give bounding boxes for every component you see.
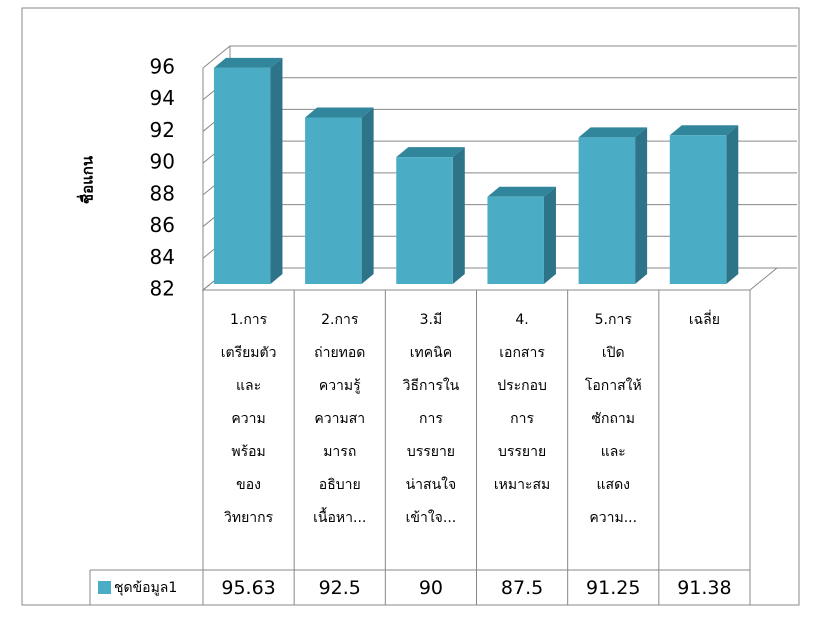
bar-side xyxy=(361,107,374,284)
category-label: วิธีการใน xyxy=(402,377,459,394)
value-label: 87.5 xyxy=(501,577,543,599)
category-label: 1.การ xyxy=(230,312,268,328)
bar-top xyxy=(578,127,648,138)
category-label: เนื้อหา... xyxy=(313,507,366,526)
value-label: 90 xyxy=(419,577,443,599)
chart-frame xyxy=(21,7,800,606)
category-label: เทคนิค xyxy=(410,345,452,361)
bar-side xyxy=(270,57,283,284)
legend-swatch xyxy=(98,581,111,594)
y-tick-label: 96 xyxy=(150,55,175,79)
bar-side xyxy=(635,127,648,284)
bar-top xyxy=(669,125,739,136)
value-label: 95.63 xyxy=(221,577,275,599)
category-label: การ xyxy=(419,411,443,427)
category-label: 4. xyxy=(515,312,528,328)
category-label: อธิบาย xyxy=(319,477,361,493)
bar-side xyxy=(726,125,739,284)
bar-top xyxy=(213,57,283,68)
category-label: ความ xyxy=(231,411,265,427)
value-label: 92.5 xyxy=(319,577,361,599)
category-label: วิทยากร xyxy=(224,510,274,526)
category-label: บรรยาย xyxy=(407,444,455,460)
y-tick-label: 88 xyxy=(150,181,175,205)
category-label: ของ xyxy=(236,477,261,493)
category-label: ประกอบ xyxy=(497,378,547,394)
y-tick-label: 90 xyxy=(150,150,175,174)
category-label: เอกสาร xyxy=(499,345,545,361)
category-label: เฉลี่ย xyxy=(689,310,720,328)
category-label: เข้าใจ... xyxy=(406,509,457,526)
category-label: ความ... xyxy=(589,510,637,526)
category-label: บรรยาย xyxy=(498,444,546,460)
category-label: พร้อม xyxy=(231,444,265,460)
bar xyxy=(669,135,727,284)
bar xyxy=(213,67,271,284)
category-label: เปิด xyxy=(602,345,625,361)
y-tick-label: 82 xyxy=(150,277,175,301)
bar xyxy=(578,137,636,284)
bar-top xyxy=(396,147,465,158)
category-label: การ xyxy=(510,411,534,427)
bar xyxy=(305,117,362,284)
category-label: 3.มี xyxy=(420,312,443,328)
category-label: ความรู้ xyxy=(319,378,361,394)
category-label: เตรียมตัว xyxy=(221,345,277,361)
category-label: โอกาสให้ xyxy=(585,377,642,394)
bar xyxy=(396,157,453,284)
category-label: ความสา xyxy=(314,411,365,427)
value-label: 91.25 xyxy=(586,577,640,599)
value-label: 91.38 xyxy=(677,577,731,599)
category-label: และ xyxy=(236,378,261,394)
category-label: และ xyxy=(601,444,626,460)
bar-top xyxy=(487,186,556,197)
category-label: เหมาะสม xyxy=(494,477,550,493)
bar xyxy=(487,196,544,284)
category-label: ถ่ายทอด xyxy=(314,345,365,361)
legend-label: ชุดข้อมูล1 xyxy=(114,580,177,596)
bar-side xyxy=(543,186,556,284)
category-label: มารถ xyxy=(323,444,356,460)
y-tick-label: 86 xyxy=(150,213,175,237)
y-tick-label: 92 xyxy=(150,118,175,142)
category-label: ซักถาม xyxy=(591,411,635,427)
category-label: น่าสนใจ xyxy=(406,476,457,493)
bar-top xyxy=(305,107,374,118)
y-axis-title: ชื่อแกน xyxy=(77,155,97,204)
category-label: 2.การ xyxy=(321,312,359,328)
y-tick-label: 94 xyxy=(150,86,175,110)
grid-line xyxy=(202,45,797,69)
y-tick-label: 84 xyxy=(150,245,175,269)
category-label: แสดง xyxy=(597,477,631,493)
category-label: 5.การ xyxy=(595,312,633,328)
bar-side xyxy=(452,147,465,284)
